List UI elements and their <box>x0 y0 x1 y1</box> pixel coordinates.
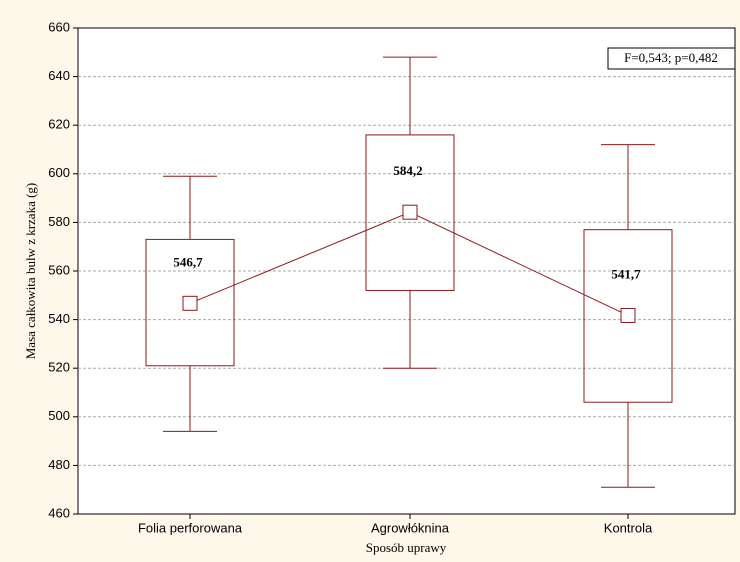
y-tick-label: 500 <box>48 408 70 423</box>
box <box>583 229 673 403</box>
y-tick-label: 540 <box>48 311 70 326</box>
annotation-box <box>607 47 736 70</box>
box <box>365 134 455 291</box>
y-tick-label: 560 <box>48 262 70 277</box>
x-tick-label: Agrowłóknina <box>371 520 450 535</box>
x-tick-label: Kontrola <box>604 520 653 535</box>
box <box>145 238 235 367</box>
y-tick-label: 580 <box>48 214 70 229</box>
annotation: F=0,543; p=0,482 <box>624 50 718 65</box>
value-label: 584,2 <box>393 163 422 178</box>
x-tick-label: Folia perforowana <box>138 520 243 535</box>
y-tick-label: 660 <box>48 19 70 34</box>
y-tick-label: 620 <box>48 117 70 132</box>
value-label: 541,7 <box>611 266 641 281</box>
y-tick-label: 640 <box>48 68 70 83</box>
y-tick-label: 480 <box>48 457 70 472</box>
mean-marker <box>182 295 198 311</box>
y-tick-label: 460 <box>48 505 70 520</box>
y-tick-label: 600 <box>48 165 70 180</box>
mean-marker <box>402 204 418 220</box>
y-tick-label: 520 <box>48 360 70 375</box>
mean-marker <box>620 307 636 323</box>
y-axis-title: Masa całkowita bulw z krzaka (g) <box>23 183 38 360</box>
x-axis-title: Sposób uprawy <box>366 540 447 555</box>
value-label: 546,7 <box>173 254 203 269</box>
